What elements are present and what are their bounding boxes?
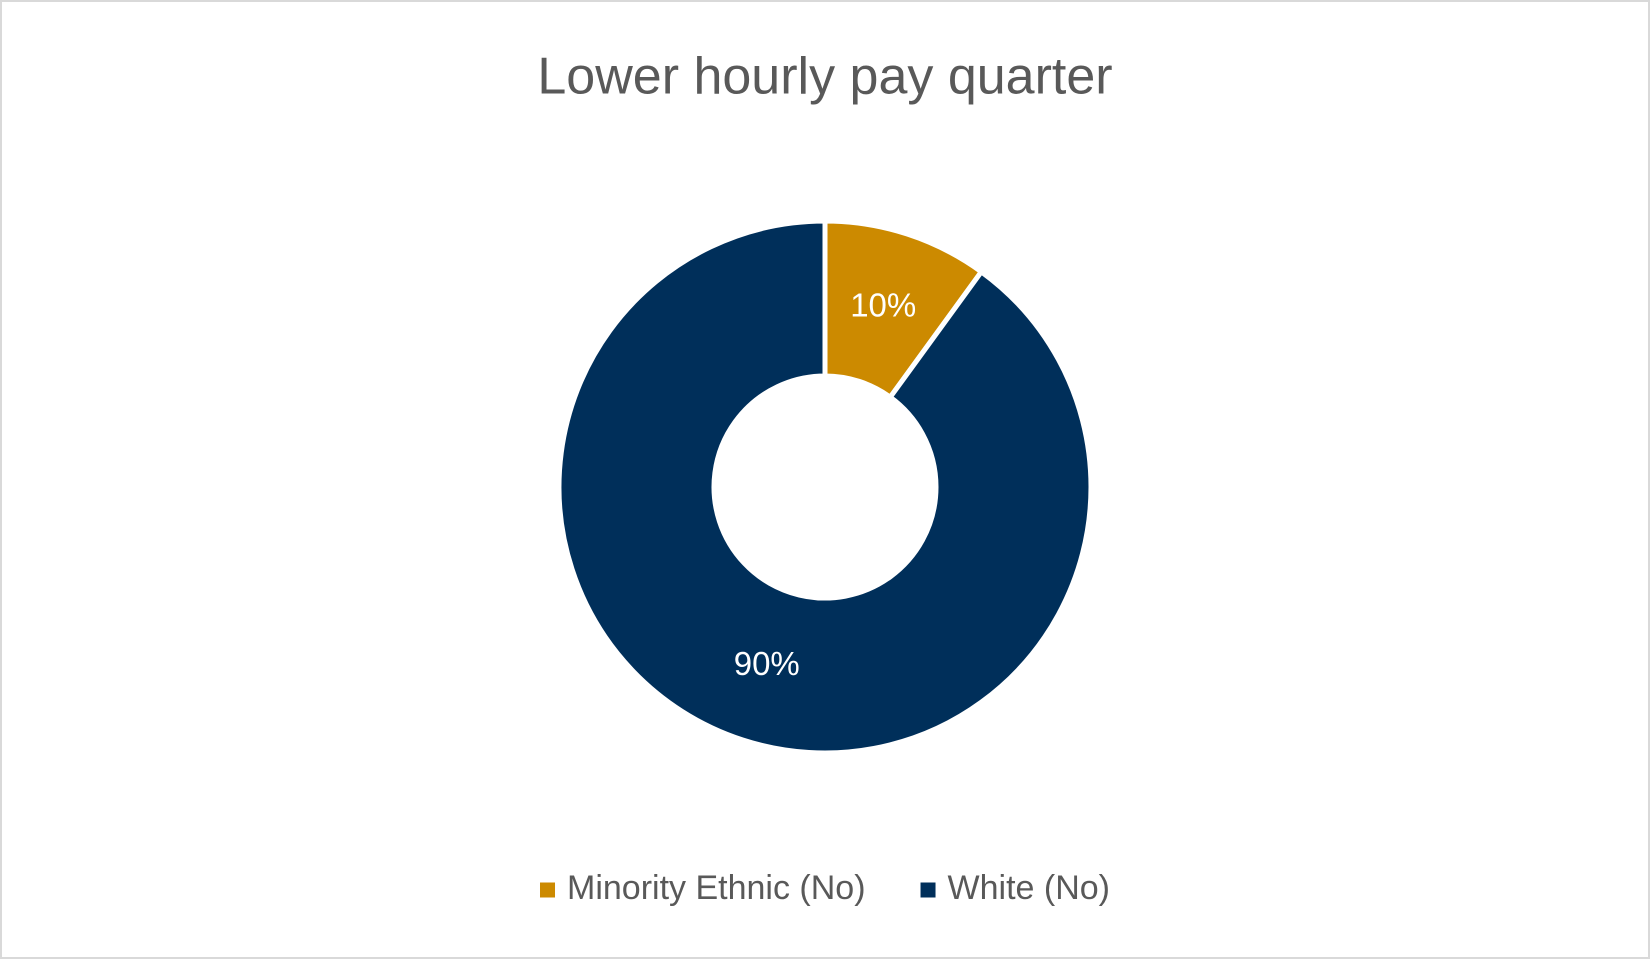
legend-swatch bbox=[540, 882, 556, 898]
data-label: 10% bbox=[850, 286, 916, 323]
legend-label: White (No) bbox=[948, 869, 1110, 907]
slice bbox=[822, 218, 985, 401]
legend-swatch bbox=[920, 882, 936, 898]
slice bbox=[556, 218, 1094, 756]
chart-title: Lower hourly pay quarter bbox=[537, 48, 1112, 106]
data-label: 90% bbox=[734, 645, 800, 682]
legend-label: Minority Ethnic (No) bbox=[567, 869, 866, 907]
